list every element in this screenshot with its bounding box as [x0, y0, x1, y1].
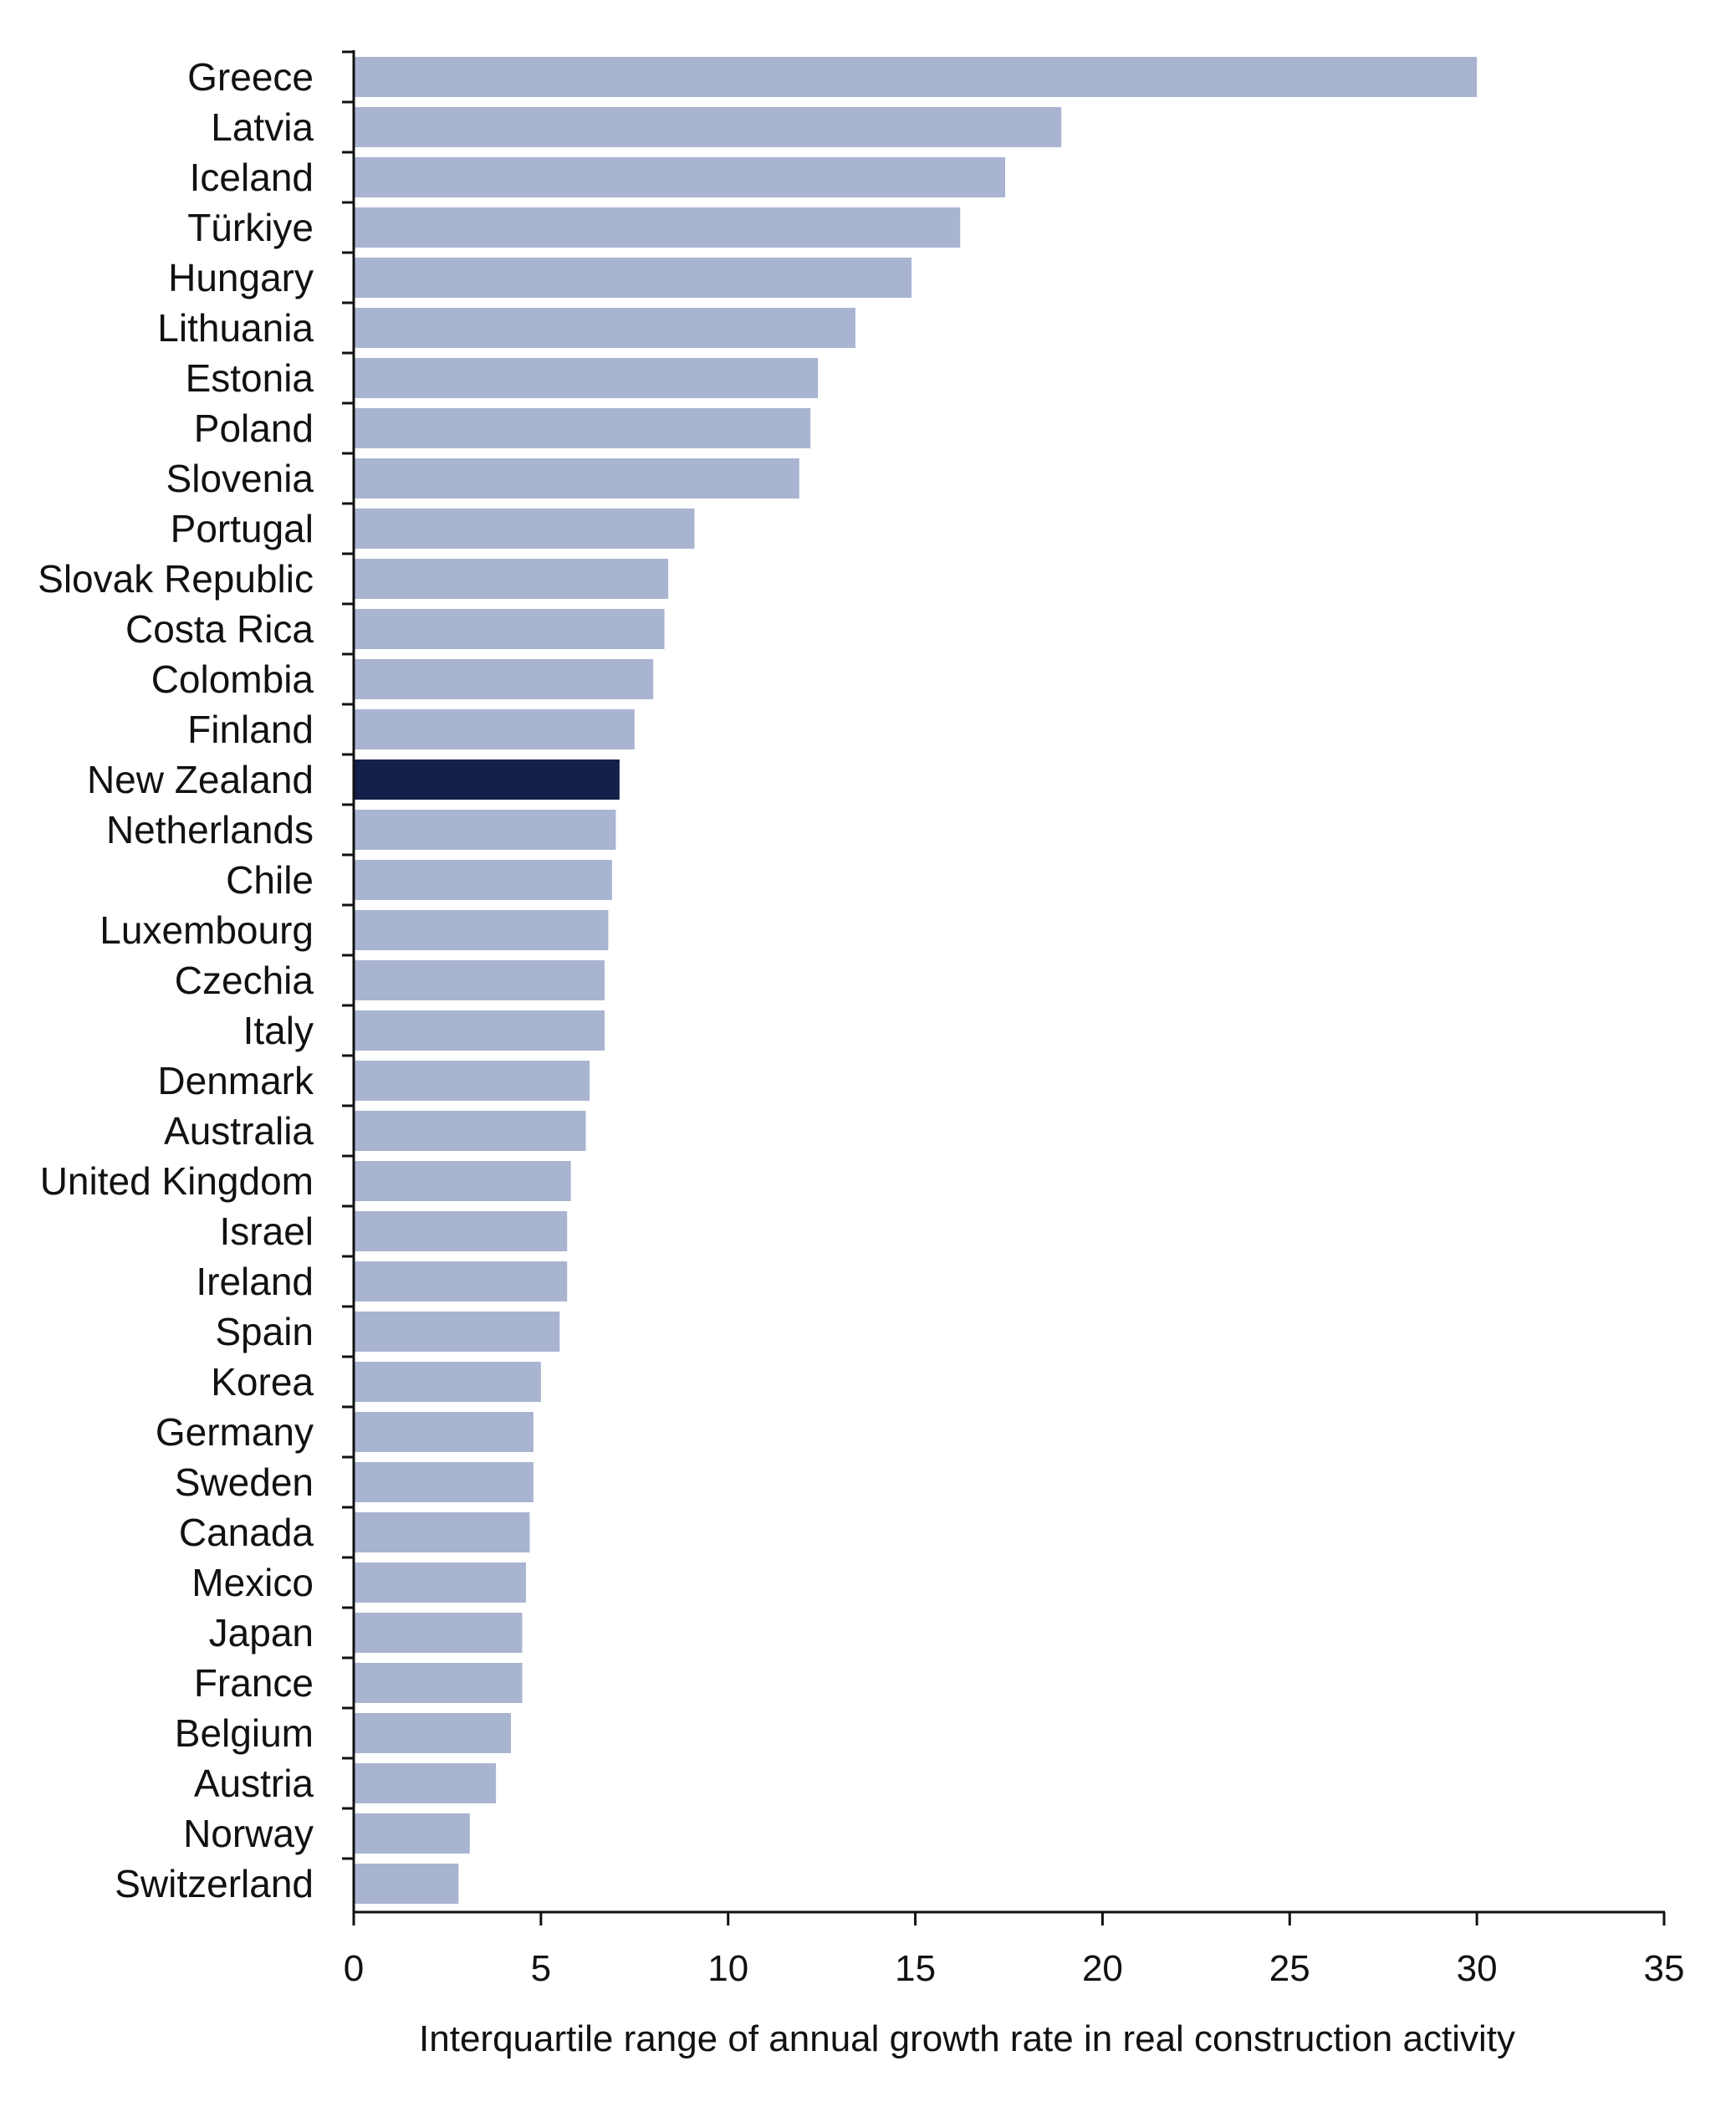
bar-portugal [354, 509, 695, 549]
category-label-chile: Chile [226, 858, 314, 902]
x-tick-label-30: 30 [1457, 1948, 1498, 1989]
category-label-colombia: Colombia [151, 657, 314, 701]
bar-sweden [354, 1462, 534, 1502]
category-label-israel: Israel [220, 1209, 314, 1253]
bar-slovenia [354, 458, 799, 499]
category-label-luxembourg: Luxembourg [100, 908, 314, 952]
bar-chile [354, 860, 612, 900]
x-tick-label-25: 25 [1269, 1948, 1310, 1989]
bar-italy [354, 1010, 605, 1051]
category-label-costa-rica: Costa Rica [125, 607, 314, 651]
bar-israel [354, 1211, 568, 1251]
category-label-spain: Spain [215, 1310, 314, 1353]
category-label-ireland: Ireland [196, 1260, 314, 1303]
category-label-estonia: Estonia [186, 356, 314, 400]
category-label-united-kingdom: United Kingdom [40, 1159, 314, 1203]
category-label-new-zealand: New Zealand [87, 758, 314, 801]
bar-switzerland [354, 1864, 459, 1904]
category-label-poland: Poland [194, 407, 314, 450]
category-labels: Greece Latvia Iceland Türkiye Hungary Lithuan… [38, 55, 314, 1905]
category-label-czechia: Czechia [175, 959, 314, 1002]
bar-canada [354, 1512, 530, 1552]
x-tick-label-35: 35 [1644, 1948, 1685, 1989]
x-axis-title: Interquartile range of annual growth rat… [419, 2018, 1515, 2059]
category-label-austria: Austria [194, 1762, 314, 1805]
category-label-france: France [194, 1661, 314, 1705]
category-label-iceland: Iceland [190, 156, 314, 199]
x-tick-labels: 0 5 10 15 20 25 30 35 [344, 1948, 1685, 1989]
bar-new-zealand [354, 759, 620, 800]
category-label-slovak-republic: Slovak Republic [38, 557, 314, 601]
category-label-italy: Italy [243, 1009, 314, 1052]
bar-t-rkiye [354, 207, 961, 248]
x-tick-label-10: 10 [707, 1948, 748, 1989]
bar-costa-rica [354, 609, 665, 649]
bar-france [354, 1663, 523, 1703]
bar-spain [354, 1312, 560, 1352]
bar-netherlands [354, 810, 616, 850]
category-label-lithuania: Lithuania [157, 306, 314, 350]
bar-luxembourg [354, 910, 609, 950]
bar-germany [354, 1412, 534, 1452]
category-label-netherlands: Netherlands [106, 808, 314, 851]
category-label-portugal: Portugal [171, 507, 314, 550]
category-label-japan: Japan [209, 1611, 314, 1654]
bar-mexico [354, 1562, 526, 1603]
category-label-sweden: Sweden [175, 1460, 314, 1504]
bars-group [354, 57, 1478, 1904]
category-label-australia: Australia [164, 1109, 314, 1153]
category-label-denmark: Denmark [157, 1059, 314, 1102]
bar-colombia [354, 659, 654, 699]
bar-japan [354, 1613, 523, 1653]
category-label-canada: Canada [179, 1511, 314, 1554]
bar-denmark [354, 1061, 590, 1101]
bar-iceland [354, 157, 1006, 197]
bar-czechia [354, 960, 605, 1000]
bar-korea [354, 1362, 541, 1402]
x-tick-label-20: 20 [1082, 1948, 1123, 1989]
bar-finland [354, 709, 635, 749]
category-label-finland: Finland [187, 708, 314, 751]
bar-poland [354, 408, 811, 448]
bar-ireland [354, 1261, 568, 1302]
bar-greece [354, 57, 1478, 97]
bar-estonia [354, 358, 819, 398]
x-tick-label-5: 5 [531, 1948, 551, 1989]
bar-hungary [354, 258, 912, 298]
category-label-germany: Germany [156, 1410, 314, 1454]
bar-lithuania [354, 308, 855, 348]
bar-slovak-republic [354, 559, 669, 599]
category-label-slovenia: Slovenia [166, 457, 314, 500]
category-label-korea: Korea [211, 1360, 314, 1404]
category-label-switzerland: Switzerland [115, 1862, 314, 1905]
axes-group [342, 50, 1666, 1925]
bar-austria [354, 1763, 497, 1803]
bar-latvia [354, 107, 1062, 147]
category-label-norway: Norway [183, 1812, 314, 1855]
category-label-mexico: Mexico [191, 1561, 314, 1604]
bar-united-kingdom [354, 1161, 571, 1201]
bar-norway [354, 1813, 470, 1854]
category-label-t-rkiye: Türkiye [187, 206, 314, 249]
x-tick-label-15: 15 [895, 1948, 936, 1989]
x-tick-label-0: 0 [344, 1948, 364, 1989]
category-label-latvia: Latvia [211, 105, 314, 149]
category-label-belgium: Belgium [175, 1711, 314, 1755]
bar-belgium [354, 1713, 512, 1753]
bar-australia [354, 1111, 586, 1151]
category-label-greece: Greece [187, 55, 314, 99]
category-label-hungary: Hungary [168, 256, 314, 299]
